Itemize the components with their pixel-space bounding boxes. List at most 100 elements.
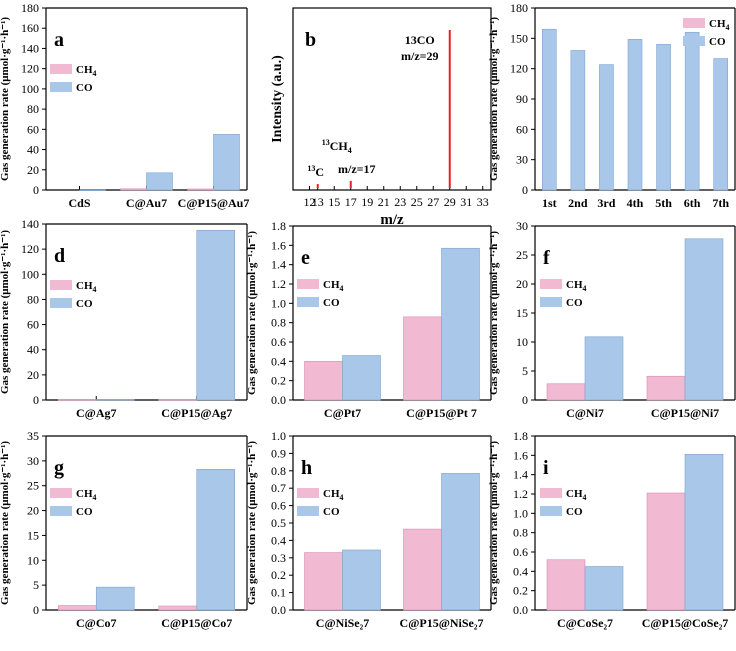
legend-label-ch4: CH4 [709, 18, 730, 32]
legend-swatch-ch4 [50, 64, 72, 74]
y-tick-label: 0.8 [271, 316, 286, 330]
legend-label-co: CO [76, 82, 93, 94]
bar-co [441, 473, 480, 611]
y-tick-label: 100 [21, 267, 39, 281]
panel-g: 0 5 10 15 20 25 30 35 Gas generation rate (μmol·… [0, 429, 248, 630]
bar-ch4 [304, 552, 343, 611]
y-tick-label: 60 [27, 318, 39, 332]
x-tick-label: 19 [361, 195, 373, 209]
y-tick-label: 0.6 [271, 499, 286, 513]
legend-swatch-co [50, 298, 72, 308]
x-tick-label: C@Pt7 [324, 406, 361, 420]
y-tick-label: 120 [21, 62, 39, 76]
bar-ch4 [646, 492, 686, 611]
y-tick-label: 20 [27, 368, 39, 382]
panel-a: 0 20 40 60 80 100 120 140 160 180 Gas generation r… [0, 1, 249, 210]
y-tick-label: 100 [21, 82, 39, 96]
x-tick-label: C@P15@Pt 7 [406, 406, 477, 420]
y-axis-title: Gas generation rate (μmol·g⁻¹·h⁻¹) [246, 441, 258, 605]
y-tick-label: 0.0 [271, 393, 286, 407]
y-tick-label: 90 [516, 92, 528, 106]
legend-swatch-ch4 [50, 280, 72, 290]
y-tick-label: 0.0 [513, 603, 528, 617]
bar-ch4 [120, 188, 147, 191]
x-tick-label: C@Au7 [126, 196, 167, 210]
x-tick-label: 29 [444, 195, 456, 209]
bar-ch4 [403, 528, 442, 611]
panel-f: 0 5 10 15 20 25 30 Gas generation rate (μmol·g⁻… [488, 219, 736, 420]
bar-co [684, 238, 724, 401]
y-axis-title: Gas generation rate (μmol·g⁻¹·h⁻¹) [0, 17, 11, 181]
bar-co [684, 31, 700, 191]
legend-swatch-ch4 [540, 279, 562, 289]
legend-swatch-ch4 [540, 488, 562, 498]
x-tick-label: 6th [684, 196, 701, 210]
y-tick-label: 1.4 [271, 258, 286, 272]
bar-co [342, 549, 381, 611]
y-tick-label: 0.4 [271, 354, 286, 368]
panel-c: 0 30 60 90 120 150 180 Gas generation rate (μmo… [488, 1, 736, 210]
x-tick-label: C@P15@Ni7 [651, 406, 719, 420]
panel-letter: i [543, 457, 549, 479]
bar-ch4 [546, 559, 586, 611]
y-tick-label: 30 [27, 454, 39, 468]
legend-swatch-ch4 [50, 488, 72, 498]
y-tick-label: 0 [522, 393, 528, 407]
legend-swatch-ch4 [683, 18, 705, 28]
x-tick-label: 5th [655, 196, 672, 210]
legend-label-ch4: CH4 [566, 279, 587, 293]
legend-label-ch4: CH4 [566, 488, 587, 502]
panel-letter: e [301, 247, 310, 269]
panel-letter: h [301, 457, 312, 479]
panel-letter: g [54, 457, 64, 479]
y-tick-label: 140 [21, 41, 39, 55]
y-tick-label: 15 [27, 528, 39, 542]
x-tick-label: C@P15@NiSe₂7 [400, 616, 484, 630]
legend-swatch-co [297, 297, 319, 307]
peak-label-13ch4: 13CH4 [322, 138, 352, 155]
legend-swatch-ch4 [297, 488, 319, 498]
y-tick-label: 1.8 [271, 219, 286, 233]
y-axis-title: Intensity (a.u.) [270, 55, 285, 143]
x-tick-label: 12 [304, 195, 316, 209]
y-tick-label: 20 [27, 163, 39, 177]
y-tick-label: 40 [27, 343, 39, 357]
bar-co [627, 39, 643, 191]
bar-co [95, 586, 135, 611]
y-tick-label: 1.8 [513, 429, 528, 443]
legend-label-ch4: CH4 [76, 280, 97, 294]
y-tick-label: 0.2 [513, 584, 528, 598]
x-tick-label: C@CoSe₂7 [557, 616, 613, 630]
y-tick-label: 120 [510, 62, 528, 76]
y-tick-label: 0 [33, 603, 39, 617]
panel-letter: a [54, 29, 64, 51]
legend-label-co: CO [76, 298, 93, 310]
panel-h: 0.0 0.1 0.2 0.3 0.4 0.5 0.6 0.7 0.8 0.9 1.0 Gas gen… [246, 429, 492, 630]
y-tick-label: 1.6 [271, 238, 286, 252]
y-tick-label: 0 [522, 183, 528, 197]
bar-co [684, 454, 724, 611]
y-tick-label: 80 [27, 292, 39, 306]
peak-label-13c: 13C [307, 164, 324, 179]
y-tick-label: 0.6 [271, 335, 286, 349]
y-tick-label: 0.2 [271, 374, 286, 388]
legend-swatch-co [297, 506, 319, 516]
y-tick-label: 25 [516, 248, 528, 262]
x-tick-label: 7th [712, 196, 729, 210]
y-tick-label: 0.4 [513, 564, 528, 578]
y-tick-label: 0.2 [271, 568, 286, 582]
bar-co [441, 247, 480, 401]
y-tick-label: 60 [516, 122, 528, 136]
y-tick-label: 0.5 [271, 516, 286, 530]
panel-d: 0 20 40 60 80 100 120 140 Gas generation rate (μ… [0, 217, 248, 420]
y-tick-label: 30 [516, 153, 528, 167]
bar-co [95, 399, 135, 401]
bar-co [146, 172, 173, 191]
y-tick-label: 0.7 [271, 481, 286, 495]
legend-swatch-ch4 [297, 279, 319, 289]
peak-label-13ch4-mz: m/z=17 [338, 162, 376, 176]
bar-co [656, 44, 671, 191]
bar-co [79, 189, 106, 191]
x-tick-label: 21 [378, 195, 390, 209]
